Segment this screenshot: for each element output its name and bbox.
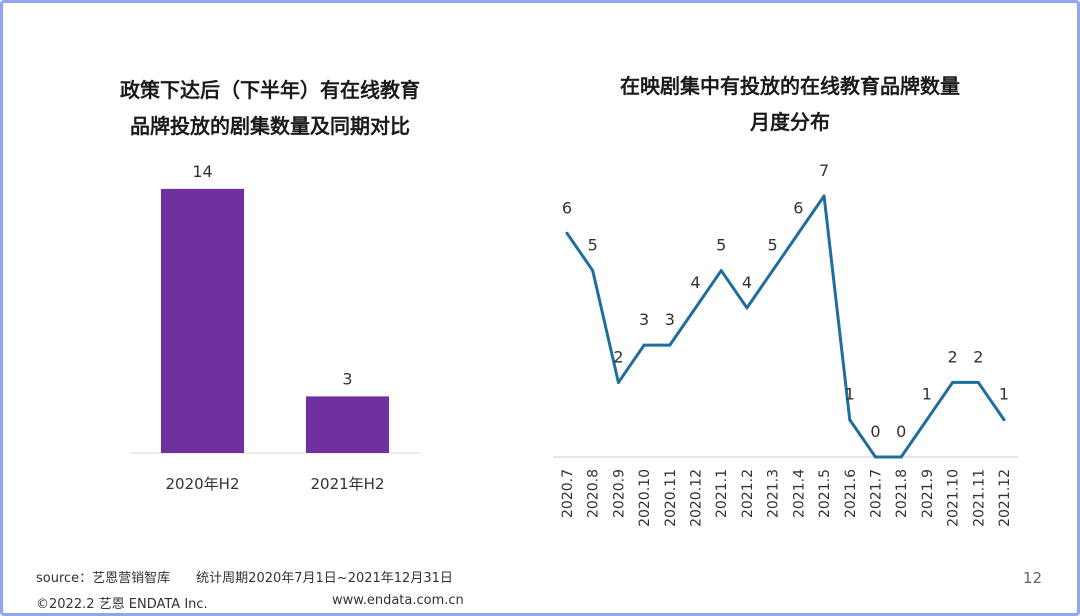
x-tick-label: 2021.2 xyxy=(740,469,756,518)
x-tick-label: 2021.8 xyxy=(894,469,910,518)
data-label: 0 xyxy=(896,422,906,441)
data-point xyxy=(822,194,826,198)
website-url: www.endata.com.cn xyxy=(332,593,464,608)
data-label: 4 xyxy=(742,273,752,292)
x-tick-label: 2021.10 xyxy=(946,469,962,527)
x-tick-label: 2021.12 xyxy=(997,469,1013,527)
data-point xyxy=(565,231,569,235)
data-label: 2 xyxy=(613,347,623,366)
data-point xyxy=(1002,418,1006,422)
line-chart-title-line1: 在映剧集中有投放的在线教育品牌数量 xyxy=(620,74,960,98)
data-point xyxy=(899,455,903,459)
bar-chart-title-line1: 政策下达后（下半年）有在线教育 xyxy=(120,78,420,102)
x-tick-label: 2020.10 xyxy=(637,469,653,527)
data-label: 5 xyxy=(768,236,778,255)
data-point xyxy=(642,343,646,347)
bar-value-label: 14 xyxy=(192,162,212,181)
data-point xyxy=(976,380,980,384)
data-point xyxy=(745,306,749,310)
data-label: 2 xyxy=(973,347,983,366)
data-point xyxy=(616,380,620,384)
copyright: ©2022.2 艺恩 ENDATA Inc. xyxy=(36,597,208,612)
bar-category-label: 2021年H2 xyxy=(311,475,385,493)
data-label: 2 xyxy=(947,347,957,366)
data-label: 3 xyxy=(665,310,675,329)
data-label: 1 xyxy=(922,385,932,404)
x-tick-label: 2021.9 xyxy=(920,469,936,518)
x-tick-label: 2021.11 xyxy=(971,469,987,527)
x-tick-label: 2021.4 xyxy=(791,469,807,518)
data-point xyxy=(719,269,723,273)
data-point xyxy=(951,380,955,384)
data-point xyxy=(848,418,852,422)
data-point xyxy=(925,418,929,422)
data-label: 7 xyxy=(819,161,829,180)
data-label: 1 xyxy=(999,385,1009,404)
source-note: source：艺恩营销智库 统计周期2020年7月1日~2021年12月31日 xyxy=(36,571,453,586)
bar xyxy=(306,396,389,453)
data-label: 3 xyxy=(639,310,649,329)
x-tick-label: 2021.1 xyxy=(714,469,730,518)
data-label: 5 xyxy=(588,236,598,255)
data-label: 5 xyxy=(716,236,726,255)
bar xyxy=(161,188,244,453)
line-chart-title: 在映剧集中有投放的在线教育品牌数量 月度分布 xyxy=(560,68,1020,140)
x-tick-label: 2020.11 xyxy=(663,469,679,527)
bar-chart-title: 政策下达后（下半年）有在线教育 品牌投放的剧集数量及同期对比 xyxy=(60,72,480,144)
data-label: 0 xyxy=(870,422,880,441)
x-tick-label: 2021.5 xyxy=(817,469,833,518)
data-point xyxy=(591,269,595,273)
data-point xyxy=(771,269,775,273)
x-tick-label: 2021.3 xyxy=(766,469,782,518)
data-label: 6 xyxy=(793,198,803,217)
x-tick-label: 2021.6 xyxy=(843,469,859,518)
data-point xyxy=(796,231,800,235)
line-chart-title-line2: 月度分布 xyxy=(750,110,830,134)
x-tick-label: 2020.12 xyxy=(689,469,705,527)
bar-value-label: 3 xyxy=(342,369,352,388)
data-label: 4 xyxy=(690,273,700,292)
x-tick-label: 2020.7 xyxy=(560,469,576,518)
data-label: 1 xyxy=(845,385,855,404)
data-point xyxy=(873,455,877,459)
x-tick-label: 2020.8 xyxy=(586,469,602,518)
data-label: 6 xyxy=(562,198,572,217)
x-tick-label: 2021.7 xyxy=(868,469,884,518)
page-number: 12 xyxy=(1022,569,1042,587)
series-line xyxy=(565,194,1006,459)
data-point xyxy=(668,343,672,347)
x-tick-label: 2020.9 xyxy=(611,469,627,518)
bar-chart-title-line2: 品牌投放的剧集数量及同期对比 xyxy=(130,114,410,138)
bar-category-label: 2020年H2 xyxy=(166,475,240,493)
data-point xyxy=(694,306,698,310)
